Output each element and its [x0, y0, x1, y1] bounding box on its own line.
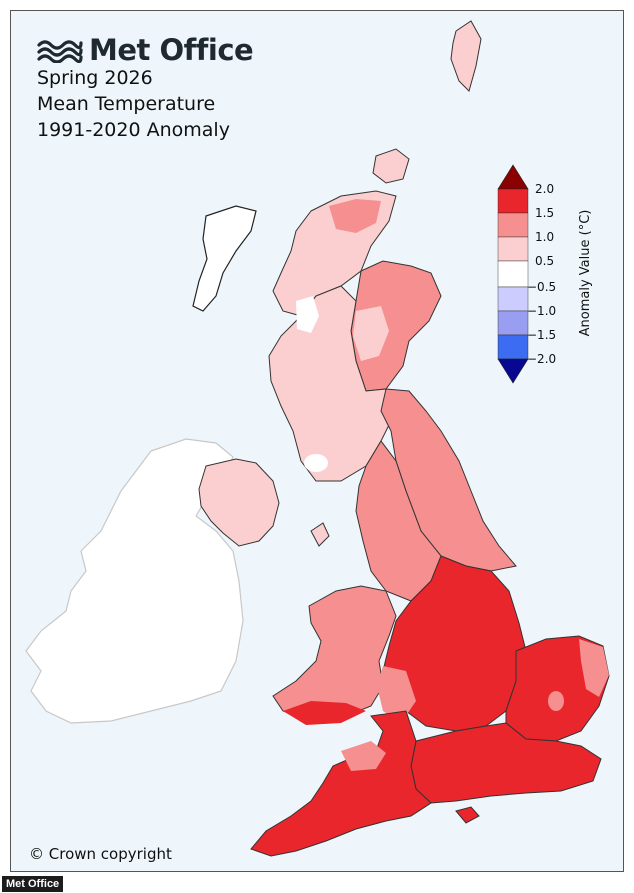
colorbar-over-max — [497, 164, 529, 190]
colorbar-title: Anomaly Value (°C) — [578, 210, 593, 337]
map-figure: 2.0 1.5 1.0 0.5 −0.5 −1.0 −1.5 −2.0 Anom… — [10, 10, 624, 872]
copyright-notice: © Crown copyright — [29, 845, 172, 863]
colorbar-tick-neg-2.0: −2.0 — [527, 352, 556, 366]
met-office-wave-logo-icon — [37, 40, 83, 63]
uk-anomaly-map: 2.0 1.5 1.0 0.5 −0.5 −1.0 −1.5 −2.0 Anom… — [25, 20, 610, 857]
region-northern-ireland — [198, 458, 280, 547]
colorbar-bin-1.0-1.5 — [497, 212, 529, 238]
met-office-brand: Met Office — [37, 33, 254, 67]
isle-of-man — [310, 522, 330, 547]
shetland-islands — [450, 20, 482, 92]
colorbar-bin-1.5-2.0 — [497, 188, 529, 214]
colorbar-tick-neg-0.5: −0.5 — [527, 280, 556, 294]
colorbar-bin-neg-0.5-1.0 — [497, 286, 529, 312]
region-north-east-england — [380, 388, 517, 572]
colorbar-tick-neg-1.5: −1.5 — [527, 328, 556, 342]
western-scotland-near-normal-patch — [304, 454, 328, 472]
colorbar-tick-1.5: 1.5 — [535, 206, 554, 220]
east-anglia-cooler-patch — [548, 691, 564, 711]
colorbar-tick-1.0: 1.0 — [535, 230, 554, 244]
source-tag: Met Office — [2, 876, 64, 892]
map-title-baseline: 1991-2020 Anomaly — [37, 119, 230, 141]
northern-scotland-warm-patch — [329, 199, 381, 233]
midlands-cooler-patch — [377, 666, 416, 723]
colorbar-tick-2.0: 2.0 — [535, 182, 554, 196]
eastern-scotland-cool-patch — [353, 306, 389, 361]
western-scotland-near-normal-coast — [296, 296, 319, 333]
western-isles — [192, 205, 257, 312]
colorbar-bin-normal — [497, 260, 529, 288]
colorbar-tick-0.5: 0.5 — [535, 254, 554, 268]
colorbar-bin-neg-1.0-1.5 — [497, 310, 529, 336]
region-south-west-england — [250, 710, 432, 857]
map-title-variable: Mean Temperature — [37, 93, 216, 115]
wales-warm-patch — [283, 701, 366, 725]
colorbar-under-min — [497, 358, 529, 384]
south-west-cooler-patch — [341, 741, 386, 771]
colorbar-bin-neg-1.5-2.0 — [497, 334, 529, 360]
anomaly-colorbar: 2.0 1.5 1.0 0.5 −0.5 −1.0 −1.5 −2.0 Anom… — [497, 164, 593, 384]
isle-of-wight — [455, 806, 480, 824]
region-wales — [272, 585, 397, 722]
region-south-east-england — [410, 722, 602, 804]
east-anglia-cooler-coast — [579, 639, 609, 697]
colorbar-bin-0.5-1.0 — [497, 236, 529, 262]
brand-name: Met Office — [89, 33, 254, 67]
colorbar-tick-neg-1.0: −1.0 — [527, 304, 556, 318]
orkney-islands — [372, 148, 410, 184]
map-title-season: Spring 2026 — [37, 67, 153, 89]
